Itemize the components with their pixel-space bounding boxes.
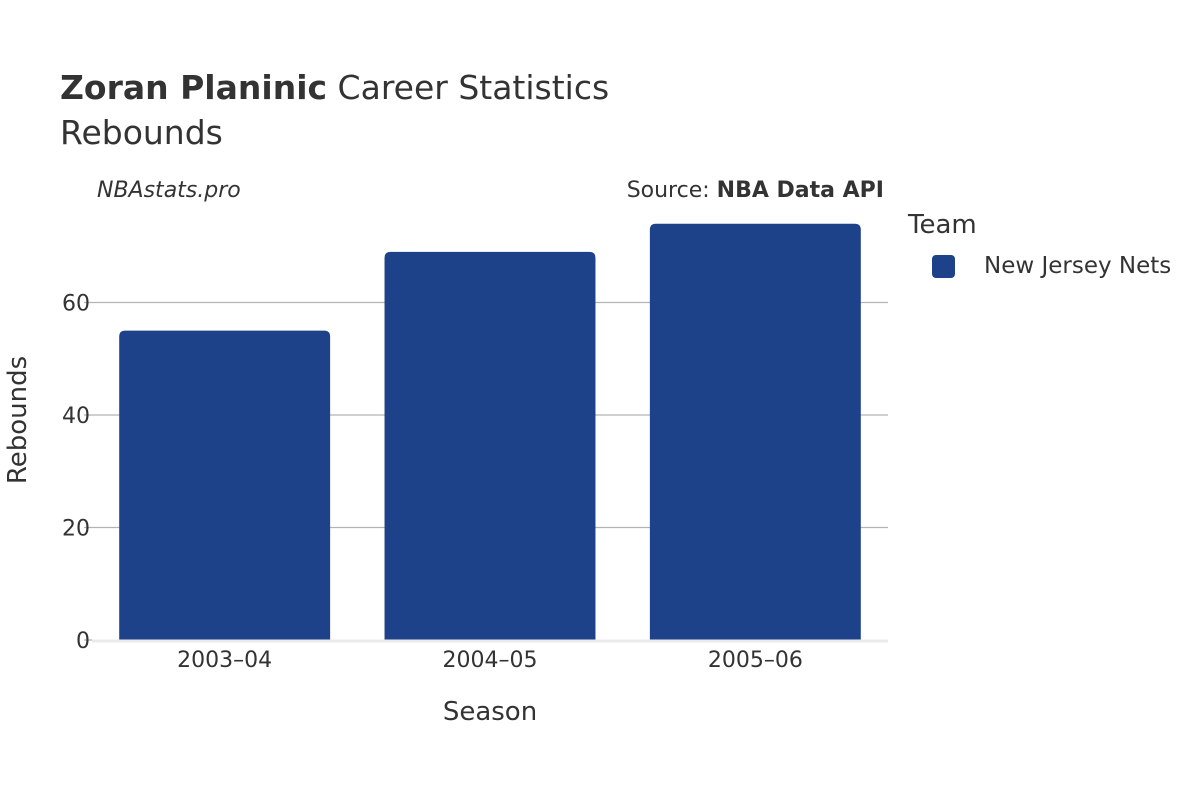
axes: 0 20 40 60 2003–04 2004–05 2005–06 xyxy=(62,292,888,673)
x-axis-title: Season xyxy=(443,697,537,727)
chart-subtitle: Rebounds xyxy=(60,113,223,152)
y-tick-label: 60 xyxy=(62,292,90,317)
legend-item-new-jersey-nets[interactable]: New Jersey Nets xyxy=(932,252,1171,280)
title-suffix: Career Statistics xyxy=(327,68,610,107)
player-name: Zoran Planinic xyxy=(60,68,328,107)
bar[interactable] xyxy=(384,251,596,640)
y-tick-label: 20 xyxy=(62,517,90,542)
source-prefix: Source: xyxy=(626,178,717,203)
y-tick-label: 40 xyxy=(62,404,90,429)
y-axis-title: Rebounds xyxy=(3,356,33,484)
y-tick-label: 0 xyxy=(76,629,90,654)
legend-title: Team xyxy=(908,210,977,240)
source-name: NBA Data API xyxy=(716,178,884,203)
bars xyxy=(119,223,861,640)
site-credit: NBAstats.pro xyxy=(97,178,241,203)
x-tick-label: 2003–04 xyxy=(177,648,272,673)
bar[interactable] xyxy=(119,330,331,640)
legend-label: New Jersey Nets xyxy=(984,253,1172,279)
data-source: Source: NBA Data API xyxy=(627,178,884,203)
bar[interactable] xyxy=(649,223,861,640)
x-tick-label: 2005–06 xyxy=(708,648,803,673)
legend-swatch xyxy=(932,254,955,278)
chart-title: Zoran Planinic Career Statistics xyxy=(60,68,609,108)
x-tick-label: 2004–05 xyxy=(443,648,538,673)
